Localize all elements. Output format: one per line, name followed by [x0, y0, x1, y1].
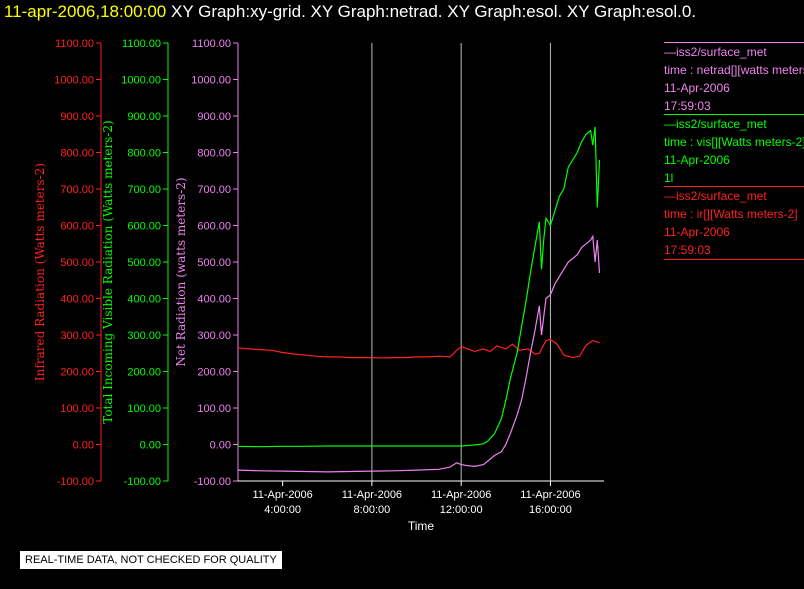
y-tick-label-net-6: 500.00 — [197, 257, 231, 269]
x-tick-date-1: 11-Apr-2006 — [342, 489, 402, 501]
y-tick-label-vis-12: -100.00 — [124, 476, 161, 488]
y-tick-label-ir-6: 500.00 — [60, 257, 94, 269]
x-axis-label: Time — [408, 519, 435, 533]
x-tick-time-1: 8:00:00 — [354, 504, 391, 516]
quality-disclaimer: REAL-TIME DATA, NOT CHECKED FOR QUALITY — [20, 551, 282, 569]
y-tick-label-net-5: 600.00 — [197, 221, 231, 233]
x-tick-date-0: 11-Apr-2006 — [252, 489, 312, 501]
title-graph-list: XY Graph:xy-grid. XY Graph:netrad. XY Gr… — [171, 2, 697, 21]
y-tick-label-net-4: 700.00 — [197, 184, 231, 196]
legend-var: time : ir[][Watts meters-2] — [664, 207, 798, 221]
x-tick-date-2: 11-Apr-2006 — [431, 489, 491, 501]
y-axis-label-ir: Infrared Radiation (Watts meters-2) — [33, 163, 47, 381]
y-tick-label-ir-1: 1000.00 — [54, 75, 94, 87]
x-tick-time-0: 4:00:00 — [264, 504, 301, 516]
y-tick-label-ir-11: 0.00 — [73, 440, 94, 452]
legend-source: —iss2/surface_met — [664, 189, 767, 203]
y-tick-label-vis-8: 300.00 — [127, 330, 161, 342]
y-tick-label-ir-0: 1100.00 — [55, 38, 94, 50]
y-tick-label-vis-4: 700.00 — [127, 184, 161, 196]
legend-time: 1l — [664, 171, 674, 185]
y-tick-label-ir-8: 300.00 — [60, 330, 94, 342]
legend-date: 11-Apr-2006 — [664, 225, 730, 239]
y-tick-label-vis-7: 400.00 — [127, 294, 161, 306]
y-tick-label-net-7: 400.00 — [197, 294, 231, 306]
legend-var: time : vis[][Watts meters-2] — [664, 135, 804, 149]
y-tick-label-ir-5: 600.00 — [60, 221, 94, 233]
legend-date: 11-Apr-2006 — [664, 153, 730, 167]
legend-time: 17:59:03 — [664, 99, 711, 113]
legend-date: 11-Apr-2006 — [664, 81, 730, 95]
y-tick-label-net-9: 200.00 — [197, 367, 231, 379]
y-tick-label-net-10: 100.00 — [197, 403, 231, 415]
y-tick-label-ir-10: 100.00 — [60, 403, 94, 415]
y-tick-label-ir-4: 700.00 — [60, 184, 94, 196]
y-tick-label-net-8: 300.00 — [197, 330, 231, 342]
legend-time: 17:59:03 — [664, 243, 711, 257]
y-tick-label-ir-7: 400.00 — [60, 294, 94, 306]
y-tick-label-vis-11: 0.00 — [140, 440, 161, 452]
y-tick-label-vis-6: 500.00 — [127, 257, 161, 269]
x-tick-time-3: 16:00:00 — [529, 504, 572, 516]
y-tick-label-vis-2: 900.00 — [127, 111, 161, 123]
y-tick-label-vis-9: 200.00 — [127, 367, 161, 379]
legend-var: time : netrad[][watts meters-2] — [664, 63, 804, 77]
y-tick-label-vis-5: 600.00 — [127, 221, 161, 233]
legend-source: —iss2/surface_met — [664, 117, 767, 131]
y-tick-label-ir-2: 900.00 — [60, 111, 94, 123]
y-axis-label-vis: Total Incoming Visible Radiation (Watts … — [101, 120, 115, 424]
y-tick-label-net-3: 800.00 — [197, 148, 231, 160]
x-tick-time-2: 12:00:00 — [440, 504, 483, 516]
legend-source: —iss2/surface_met — [664, 45, 767, 59]
y-tick-label-vis-3: 800.00 — [127, 148, 161, 160]
y-tick-label-net-0: 1100.00 — [192, 38, 231, 50]
x-tick-date-3: 11-Apr-2006 — [520, 489, 580, 501]
y-tick-label-vis-0: 1100.00 — [122, 38, 161, 50]
y-tick-label-vis-1: 1000.00 — [121, 75, 161, 87]
series-line-vis — [237, 126, 601, 448]
series-line-ir — [237, 338, 600, 359]
y-tick-label-net-12: -100.00 — [194, 476, 231, 488]
series-line-net — [237, 234, 601, 473]
window-title: 11-apr-2006,18:00:00 XY Graph:xy-grid. X… — [4, 2, 696, 22]
y-axis-label-net: Net Radiation (watts meters-2) — [174, 177, 188, 366]
y-tick-label-net-11: 0.00 — [210, 440, 231, 452]
y-tick-label-vis-10: 100.00 — [127, 403, 161, 415]
y-tick-label-ir-12: -100.00 — [57, 476, 94, 488]
y-tick-label-ir-3: 800.00 — [60, 148, 94, 160]
y-tick-label-net-2: 900.00 — [197, 111, 231, 123]
y-tick-label-net-1: 1000.00 — [191, 75, 231, 87]
title-timestamp: 11-apr-2006,18:00:00 — [4, 2, 167, 21]
y-tick-label-ir-9: 200.00 — [60, 367, 94, 379]
